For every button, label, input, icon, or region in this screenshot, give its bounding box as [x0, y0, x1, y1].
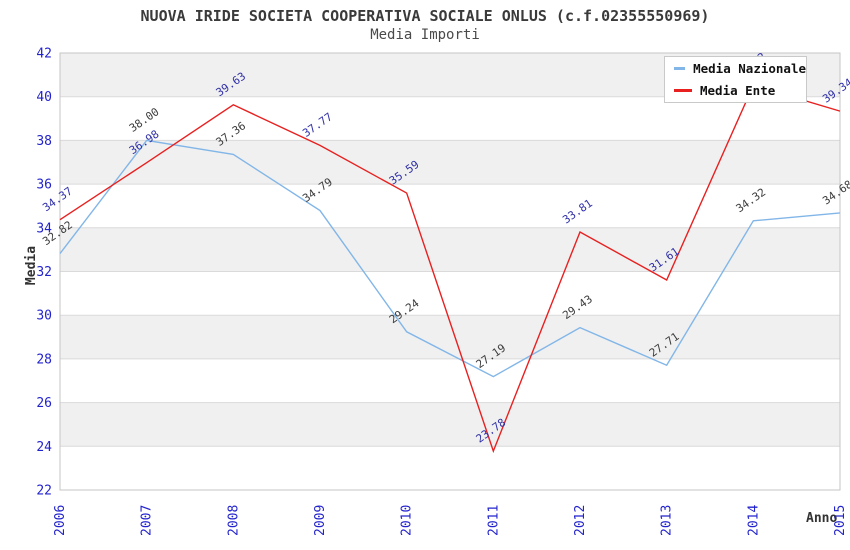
data-label-media-ente-2012: 33.81 [560, 197, 595, 227]
x-tick-label: 2014 [746, 505, 761, 536]
plot-band [60, 227, 840, 272]
y-tick-label: 38 [36, 134, 52, 149]
x-tick-label: 2010 [400, 505, 415, 536]
chart-title: NUOVA IRIDE SOCIETA COOPERATIVA SOCIALE … [140, 7, 710, 25]
x-tick-label: 2007 [140, 505, 155, 536]
x-tick-label: 2012 [573, 505, 588, 536]
y-tick-label: 34 [36, 221, 52, 236]
plot-band [60, 140, 840, 185]
y-tick-label: 26 [36, 396, 52, 411]
legend-label-nazionale: Media Nazionale [693, 61, 806, 76]
data-label-media-nazionale-2014: 34.32 [734, 186, 769, 216]
y-tick-label: 30 [36, 309, 52, 324]
series-line-media-ente [59, 84, 841, 454]
x-tick-label: 2006 [53, 505, 68, 536]
x-axis-title: Anno [806, 511, 838, 526]
chart-subtitle: Media Importi [370, 27, 480, 43]
y-tick-label: 42 [36, 47, 52, 62]
x-tick-label: 2009 [313, 505, 328, 536]
x-tick-label: 2015 [833, 505, 848, 536]
y-axis-title: Media [24, 245, 40, 286]
legend-label-ente: Media Ente [700, 83, 776, 98]
y-tick-label: 24 [36, 440, 52, 455]
series-line-media-nazionale [59, 139, 841, 378]
y-tick-label: 22 [36, 484, 52, 499]
x-tick-label: 2011 [486, 505, 501, 536]
y-tick-label: 28 [36, 352, 52, 367]
legend: Media Nazionale Media Ente [664, 56, 807, 103]
legend-swatch-ente-icon [674, 89, 692, 92]
x-tick-label: 2013 [660, 505, 675, 536]
legend-swatch-nazionale-icon [674, 67, 686, 70]
y-tick-label: 40 [36, 90, 52, 105]
x-tick-label: 2008 [226, 505, 241, 536]
data-label-media-nazionale-2007: 38.00 [127, 105, 162, 135]
plot-border [59, 52, 841, 491]
legend-item-nazionale: Media Nazionale [674, 61, 806, 76]
data-label-media-ente-2009: 37.77 [300, 110, 335, 140]
plot-band [60, 402, 840, 447]
legend-item-ente: Media Ente [674, 83, 806, 98]
y-tick-label: 36 [36, 178, 52, 193]
y-tick-label: 32 [36, 265, 52, 280]
